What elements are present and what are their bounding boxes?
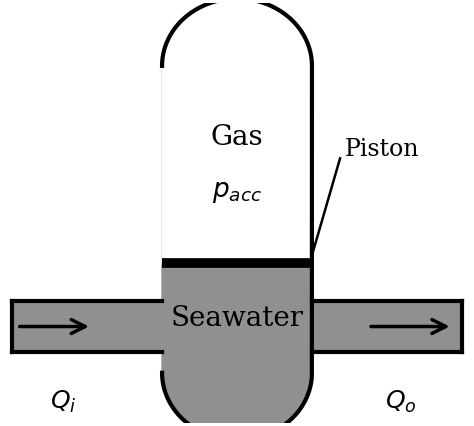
Polygon shape [12, 301, 162, 352]
Polygon shape [162, 0, 312, 426]
Text: Gas: Gas [210, 124, 264, 151]
Polygon shape [162, 0, 312, 263]
Polygon shape [312, 301, 462, 352]
Text: $Q_o$: $Q_o$ [385, 389, 417, 415]
Text: $Q_i$: $Q_i$ [50, 389, 77, 415]
Text: $p_{acc}$: $p_{acc}$ [212, 179, 262, 205]
Text: Piston: Piston [345, 138, 419, 161]
Text: Seawater: Seawater [171, 305, 303, 331]
